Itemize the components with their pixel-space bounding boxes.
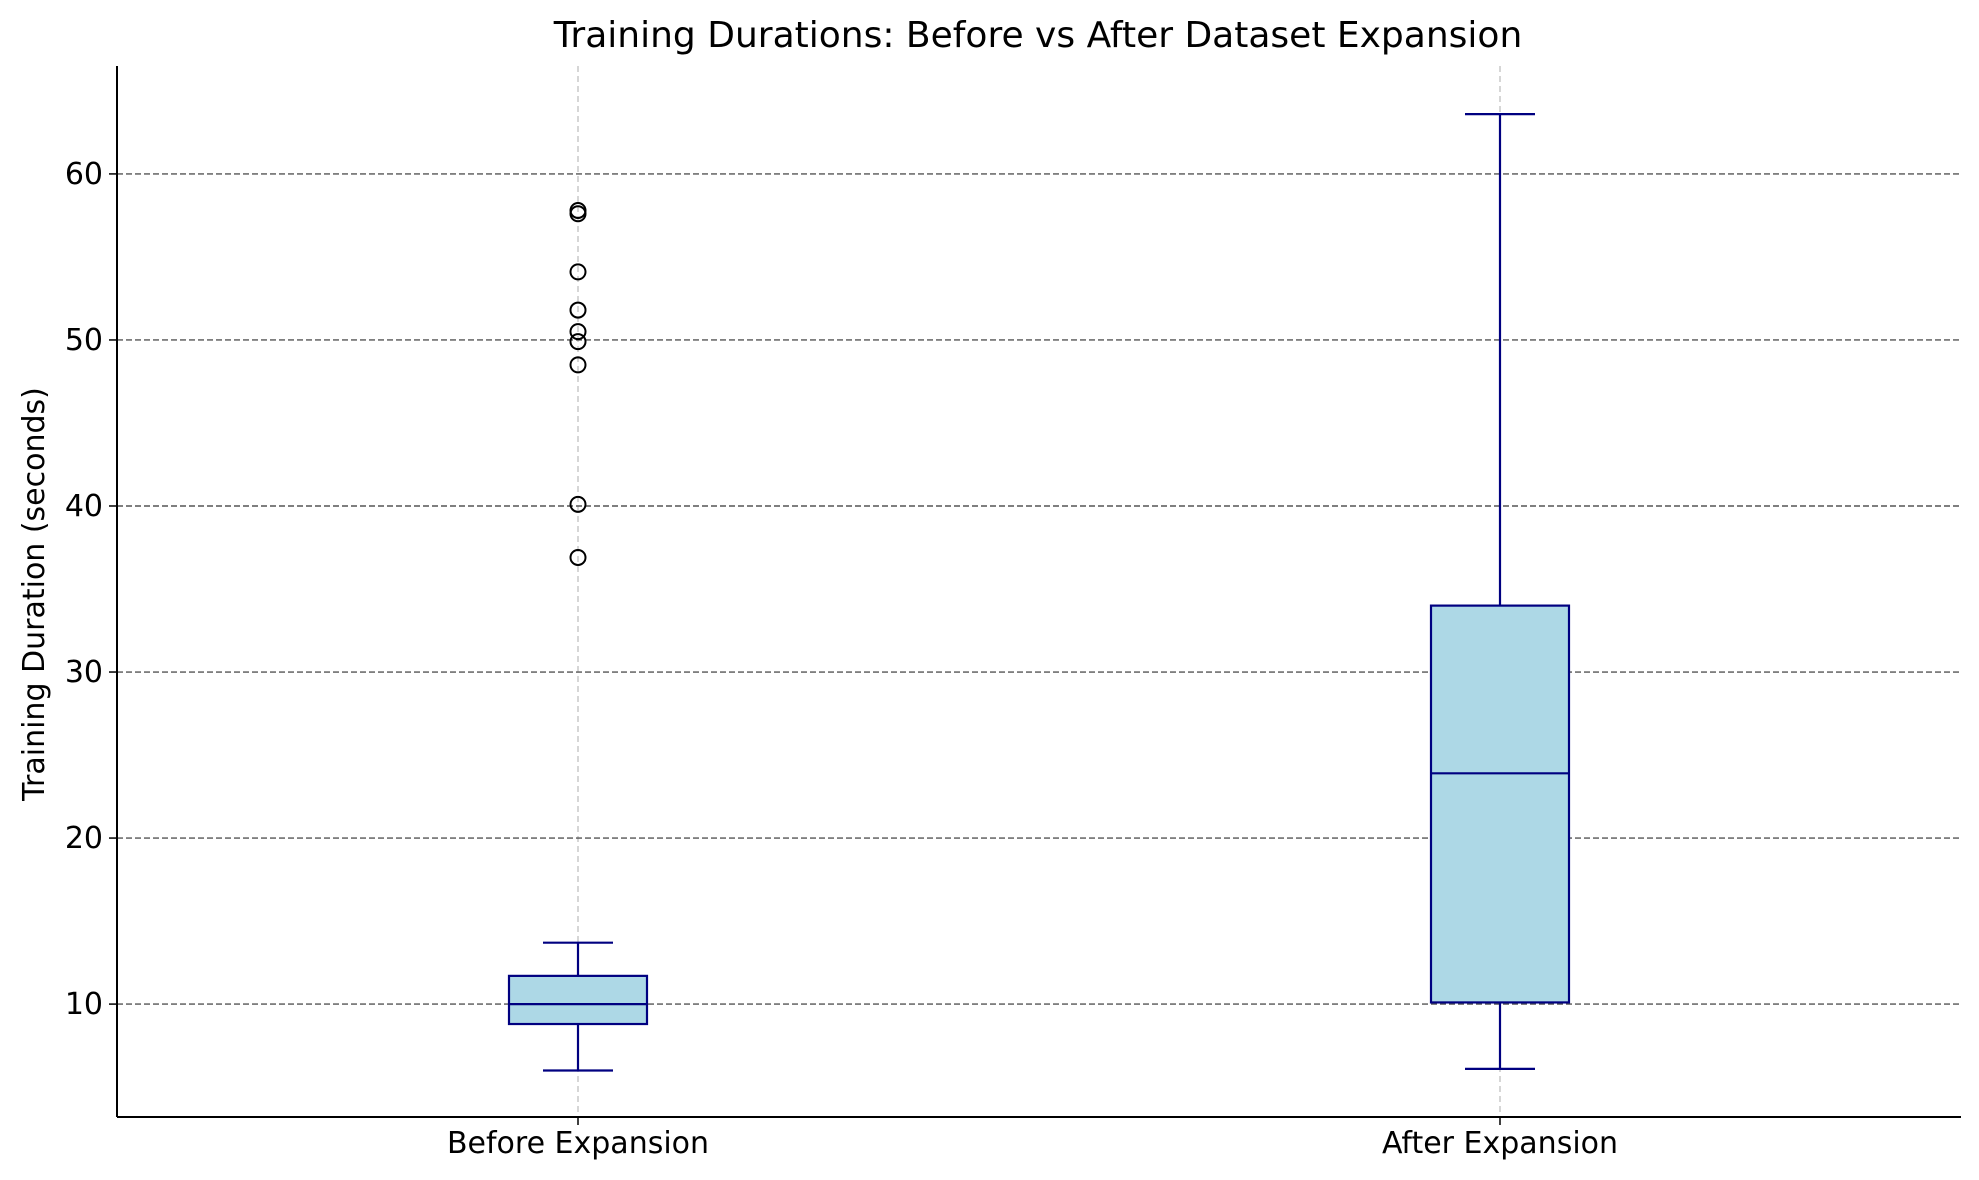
grid-layer <box>117 66 1961 1117</box>
y-tick-label: 60 <box>65 157 103 192</box>
axes-layer: 10 20 30 40 50 60 Before Expansion After Expans… <box>65 66 1961 1161</box>
outlier-point <box>569 323 587 341</box>
outlier-point <box>569 356 587 374</box>
outlier-point <box>569 263 587 281</box>
outlier-point <box>569 548 587 566</box>
x-tick-label: Before Expansion <box>447 1126 709 1161</box>
y-tick-label: 10 <box>65 987 103 1022</box>
box-iqr <box>507 974 649 1026</box>
x-tick-label: After Expansion <box>1382 1126 1618 1161</box>
y-tick-label: 20 <box>65 821 103 856</box>
plot-layer <box>507 113 1571 1072</box>
outlier-point <box>569 495 587 513</box>
outlier-point <box>569 333 587 351</box>
y-axis-label: Training Duration (seconds) <box>17 387 52 802</box>
y-tick-label: 50 <box>65 323 103 358</box>
box-iqr <box>1429 604 1571 1004</box>
chart-title: Training Durations: Before vs After Data… <box>553 15 1523 56</box>
outlier-point <box>569 205 587 223</box>
y-tick-label: 30 <box>65 655 103 690</box>
y-tick-label: 40 <box>65 489 103 524</box>
outlier-point <box>569 301 587 319</box>
